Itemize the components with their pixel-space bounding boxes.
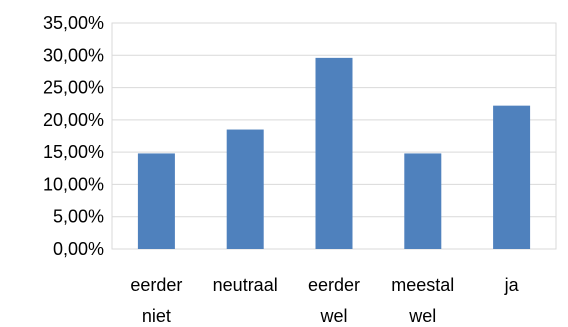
bar bbox=[137, 153, 175, 249]
x-tick-label: meestal wel bbox=[391, 275, 454, 326]
y-tick-label: 35,00% bbox=[43, 13, 104, 33]
bar bbox=[315, 57, 353, 249]
bars bbox=[137, 57, 531, 249]
x-tick-label: eerder niet bbox=[130, 275, 182, 326]
y-axis-tick-labels: 0,00% 5,00% 10,00% 15,00% 20,00% 25,00% 30,00%… bbox=[43, 13, 104, 259]
x-tick-label: eerder wel bbox=[308, 275, 360, 326]
y-tick-label: 30,00% bbox=[43, 45, 104, 65]
gridlines bbox=[112, 22, 556, 250]
y-tick-label: 5,00% bbox=[53, 207, 104, 227]
y-tick-label: 10,00% bbox=[43, 174, 104, 194]
y-tick-label: 25,00% bbox=[43, 78, 104, 98]
x-axis-tick-labels: eerder niet neutraal eerder wel meestal wel ja bbox=[130, 275, 519, 326]
y-tick-label: 15,00% bbox=[43, 142, 104, 162]
bar bbox=[226, 129, 264, 249]
x-tick-label: ja bbox=[504, 275, 520, 295]
x-tick-label: neutraal bbox=[213, 275, 278, 295]
bar bbox=[493, 105, 531, 249]
y-tick-label: 0,00% bbox=[53, 239, 104, 259]
bar bbox=[404, 153, 442, 249]
y-tick-label: 20,00% bbox=[43, 110, 104, 130]
